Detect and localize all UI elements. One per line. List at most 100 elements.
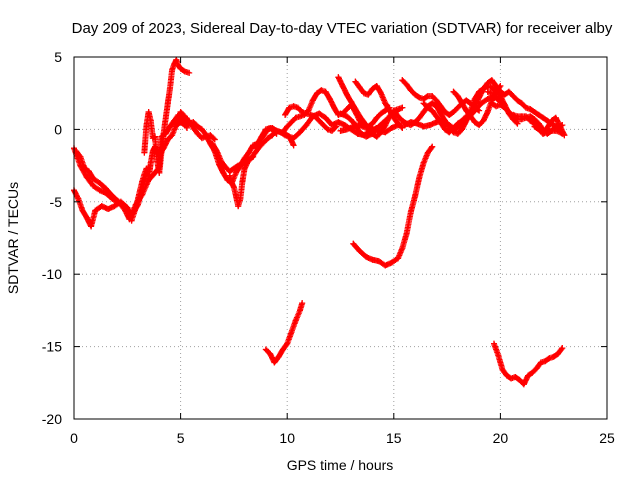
data-point bbox=[535, 111, 542, 118]
data-point bbox=[262, 346, 269, 353]
data-point bbox=[476, 94, 483, 101]
data-point bbox=[395, 106, 402, 113]
data-point bbox=[209, 140, 216, 147]
data-point bbox=[527, 117, 534, 124]
data-point bbox=[416, 174, 423, 181]
data-point bbox=[348, 98, 355, 105]
data-point bbox=[213, 148, 220, 155]
data-point bbox=[395, 120, 402, 127]
data-point bbox=[546, 355, 553, 362]
data-point bbox=[105, 206, 112, 213]
data-point bbox=[403, 81, 410, 88]
data-point bbox=[339, 82, 346, 89]
data-point bbox=[322, 114, 329, 121]
data-point bbox=[554, 350, 561, 357]
data-point bbox=[429, 93, 436, 100]
series-arc-14 bbox=[352, 78, 406, 131]
data-point bbox=[141, 171, 148, 178]
data-point bbox=[198, 126, 205, 133]
data-point bbox=[296, 113, 303, 120]
data-point bbox=[190, 124, 197, 131]
data-point bbox=[173, 122, 180, 129]
data-point bbox=[145, 175, 152, 182]
data-point bbox=[476, 122, 483, 129]
data-point bbox=[166, 85, 173, 92]
data-point bbox=[77, 153, 84, 160]
series-arc-15 bbox=[390, 82, 521, 137]
data-point bbox=[388, 259, 395, 266]
data-point bbox=[441, 117, 448, 124]
data-point bbox=[382, 122, 389, 129]
data-point bbox=[450, 88, 457, 95]
x-tick-label: 5 bbox=[177, 430, 185, 446]
series-arc-5 bbox=[173, 109, 280, 186]
data-point bbox=[237, 195, 244, 202]
data-point bbox=[235, 203, 242, 210]
data-point bbox=[529, 369, 536, 376]
data-point bbox=[369, 256, 376, 263]
data-point bbox=[493, 103, 500, 110]
data-point bbox=[544, 124, 551, 131]
data-point bbox=[561, 132, 568, 139]
data-point bbox=[484, 109, 491, 116]
data-point bbox=[203, 132, 210, 139]
data-point bbox=[491, 340, 498, 347]
data-point bbox=[269, 124, 276, 131]
data-point bbox=[88, 223, 95, 230]
y-axis: -20 -15 -10 -5 0 5 bbox=[42, 49, 607, 427]
y-tick-label: 5 bbox=[54, 49, 62, 65]
data-point bbox=[292, 317, 299, 324]
x-tick-label: 25 bbox=[599, 430, 615, 446]
data-point bbox=[378, 129, 385, 136]
data-point bbox=[98, 203, 105, 210]
data-point bbox=[412, 91, 419, 98]
x-tick-label: 20 bbox=[493, 430, 509, 446]
data-point bbox=[497, 82, 504, 89]
data-point bbox=[395, 255, 402, 262]
data-point bbox=[499, 366, 506, 373]
y-axis-label: SDTVAR / TECUs bbox=[5, 182, 21, 294]
data-point bbox=[279, 346, 286, 353]
data-point bbox=[497, 101, 504, 108]
data-point bbox=[331, 104, 338, 111]
data-point bbox=[286, 104, 293, 111]
data-point bbox=[326, 95, 333, 102]
data-point bbox=[143, 165, 150, 172]
y-tick-label: -15 bbox=[42, 339, 62, 355]
data-point bbox=[256, 137, 263, 144]
data-point bbox=[373, 82, 380, 89]
series-arc-10 bbox=[282, 103, 340, 134]
data-point bbox=[531, 123, 538, 130]
data-point bbox=[181, 113, 188, 120]
data-point bbox=[412, 193, 419, 200]
data-point bbox=[239, 161, 246, 168]
data-point bbox=[328, 127, 335, 134]
data-point bbox=[531, 109, 538, 116]
data-point bbox=[427, 122, 434, 129]
data-point bbox=[484, 80, 491, 87]
data-point bbox=[503, 372, 510, 379]
data-point bbox=[537, 359, 544, 366]
data-point bbox=[424, 104, 431, 111]
data-point bbox=[527, 106, 534, 113]
data-point bbox=[303, 122, 310, 129]
data-point bbox=[373, 133, 380, 140]
data-point bbox=[559, 345, 566, 352]
data-point bbox=[382, 262, 389, 269]
data-point bbox=[299, 300, 306, 307]
data-point bbox=[365, 124, 372, 131]
data-point bbox=[412, 119, 419, 126]
data-point bbox=[335, 74, 342, 81]
data-point bbox=[459, 117, 466, 124]
data-point bbox=[81, 165, 88, 172]
data-point bbox=[437, 119, 444, 126]
data-point bbox=[399, 77, 406, 84]
data-point bbox=[508, 375, 515, 382]
data-point bbox=[420, 109, 427, 116]
y-tick-label: -20 bbox=[42, 411, 62, 427]
data-point bbox=[343, 113, 350, 120]
series-arc-4 bbox=[141, 56, 193, 176]
x-axis: 0 5 10 15 20 25 bbox=[70, 57, 615, 446]
data-point bbox=[505, 109, 512, 116]
data-point bbox=[433, 113, 440, 120]
